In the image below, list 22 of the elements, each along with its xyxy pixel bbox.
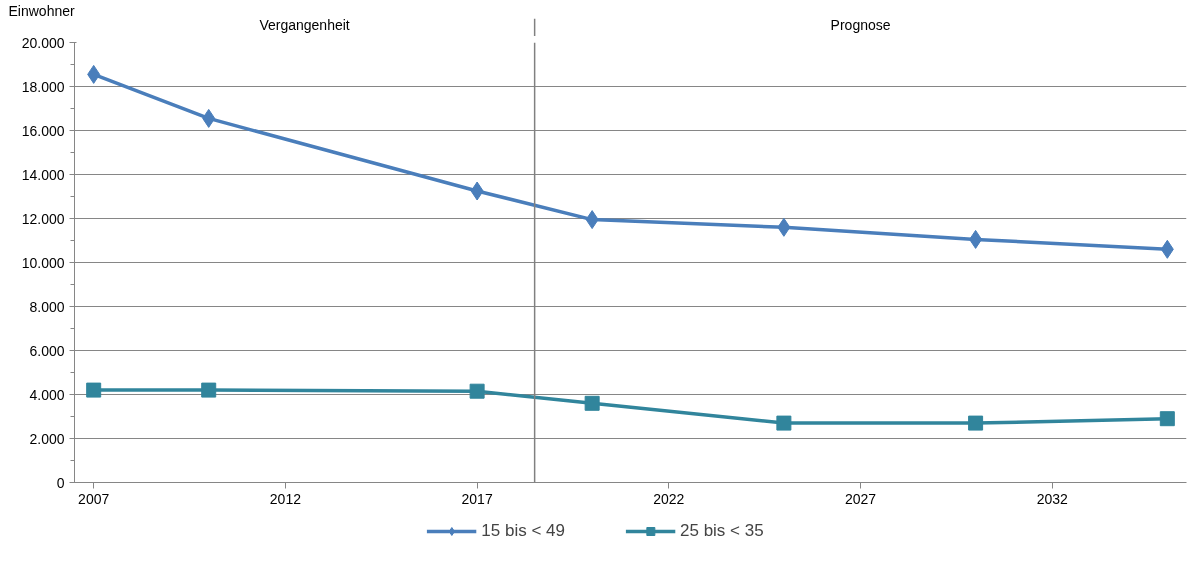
x-tick-label: 2007 <box>78 490 110 507</box>
y-tick-label: 0 <box>56 474 65 491</box>
y-tick-label: 12.000 <box>21 210 65 227</box>
x-tick-label: 2027 <box>845 490 877 507</box>
x-tick-label: 2022 <box>653 490 685 507</box>
y-axis-title: Einwohner <box>8 2 75 19</box>
text: Vergangenheit <box>259 16 350 33</box>
legend-label: 15 bis < 49 <box>481 521 565 541</box>
y-tick-label: 8.000 <box>29 298 65 315</box>
legend-label: 25 bis < 35 <box>680 521 764 541</box>
y-tick-label: 14.000 <box>21 166 65 183</box>
y-tick-label: 10.000 <box>21 254 65 271</box>
y-tick-label: 4.000 <box>29 386 65 403</box>
text: Prognose <box>830 16 891 33</box>
x-tick-label: 2012 <box>269 490 302 507</box>
y-tick-label: 16.000 <box>21 122 65 139</box>
x-tick-label: 2032 <box>1036 490 1069 507</box>
y-tick-label: 20.000 <box>21 34 65 51</box>
x-tick-label: 2017 <box>461 490 493 507</box>
y-tick-label: 18.000 <box>21 78 65 95</box>
y-tick-label: 6.000 <box>29 342 65 359</box>
y-tick-label: 2.000 <box>29 430 65 447</box>
